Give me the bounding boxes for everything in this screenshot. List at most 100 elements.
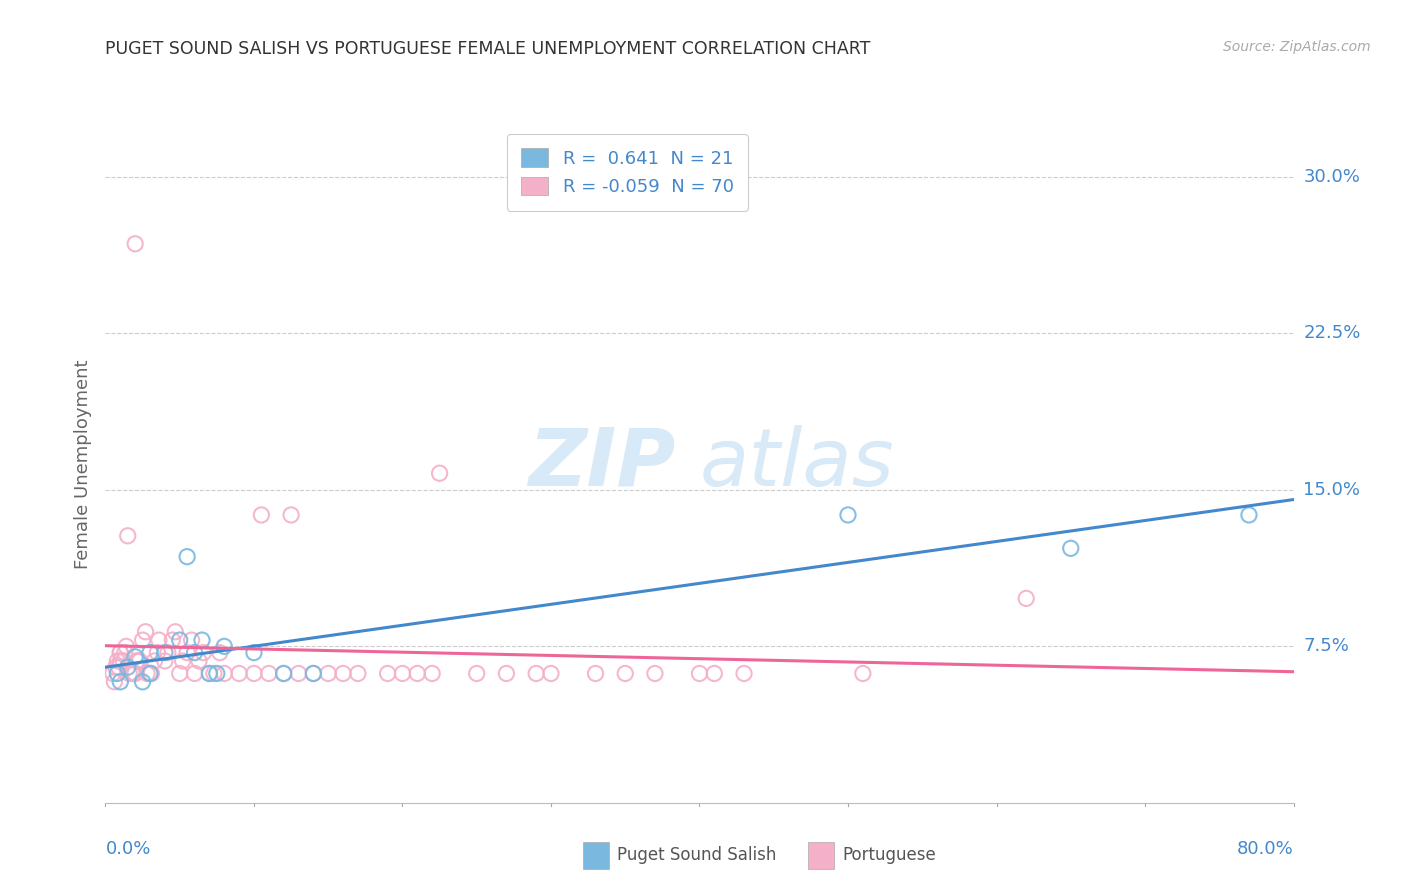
Point [208,646,231,660]
Point [125,654,148,668]
Text: 80.0%: 80.0% [1237,840,1294,858]
Point [733,666,755,681]
Point [406,666,429,681]
Point [105,654,128,668]
Point [139,666,162,681]
Point [273,666,295,681]
Point [540,666,562,681]
Point [131,674,153,689]
Text: PUGET SOUND SALISH VS PORTUGUESE FEMALE UNEMPLOYMENT CORRELATION CHART: PUGET SOUND SALISH VS PORTUGUESE FEMALE … [105,40,870,58]
Point [110,646,132,660]
Point [644,666,666,681]
Point [115,640,138,654]
Point [143,654,166,668]
Point [852,666,875,681]
Point [183,666,205,681]
Point [273,666,295,681]
Text: Source: ZipAtlas.com: Source: ZipAtlas.com [1223,40,1371,54]
Point [243,666,266,681]
Point [108,660,131,674]
Point [156,646,179,660]
Point [162,633,184,648]
Point [1015,591,1038,606]
Legend: R =  0.641  N = 21, R = -0.059  N = 70: R = 0.641 N = 21, R = -0.059 N = 70 [506,134,748,211]
Point [104,660,127,674]
Point [124,649,146,664]
Point [689,666,711,681]
Point [165,624,187,639]
Point [191,633,214,648]
Point [332,666,354,681]
Point [114,646,136,660]
Point [347,666,370,681]
Point [316,666,339,681]
Text: Puget Sound Salish: Puget Sound Salish [617,847,776,864]
Point [136,666,159,681]
Point [614,666,637,681]
Point [124,236,146,251]
Point [465,666,488,681]
Text: 7.5%: 7.5% [1303,638,1350,656]
Point [139,646,162,660]
Point [198,666,221,681]
Point [118,666,141,681]
Text: atlas: atlas [700,425,894,503]
Y-axis label: Female Unemployment: Female Unemployment [73,359,91,568]
Point [148,633,170,648]
Point [135,624,157,639]
Point [302,666,325,681]
Point [128,654,150,668]
Point [183,646,205,660]
Point [121,666,143,681]
Point [117,660,139,674]
Point [287,666,309,681]
Point [172,654,194,668]
Point [131,633,153,648]
Point [837,508,859,522]
Point [1237,508,1260,522]
Point [110,654,132,668]
Point [141,666,163,681]
Point [198,666,221,681]
Point [214,666,236,681]
Point [117,529,139,543]
Point [101,666,124,681]
Point [169,633,191,648]
Text: 0.0%: 0.0% [105,840,150,858]
Point [214,640,236,654]
Point [124,666,146,681]
Point [250,508,273,522]
Point [257,666,280,681]
Point [176,549,198,564]
Point [146,646,169,660]
Point [153,654,176,668]
Point [180,633,202,648]
Text: 22.5%: 22.5% [1303,325,1361,343]
Point [110,674,132,689]
Point [193,646,215,660]
Text: ZIP: ZIP [529,425,676,503]
Point [243,646,266,660]
Point [122,666,145,681]
Point [1060,541,1083,556]
Point [228,666,250,681]
Point [127,654,149,668]
Point [110,646,132,660]
Point [169,666,191,681]
Point [280,508,302,522]
Point [377,666,399,681]
Point [391,666,413,681]
Text: Portuguese: Portuguese [842,847,936,864]
Point [524,666,547,681]
Point [153,646,176,660]
Text: 30.0%: 30.0% [1303,168,1360,186]
Point [188,654,211,668]
Point [112,654,135,668]
Point [302,666,325,681]
Point [703,666,725,681]
Point [495,666,517,681]
Point [585,666,607,681]
Point [205,666,228,681]
Point [420,666,443,681]
Point [176,646,198,660]
